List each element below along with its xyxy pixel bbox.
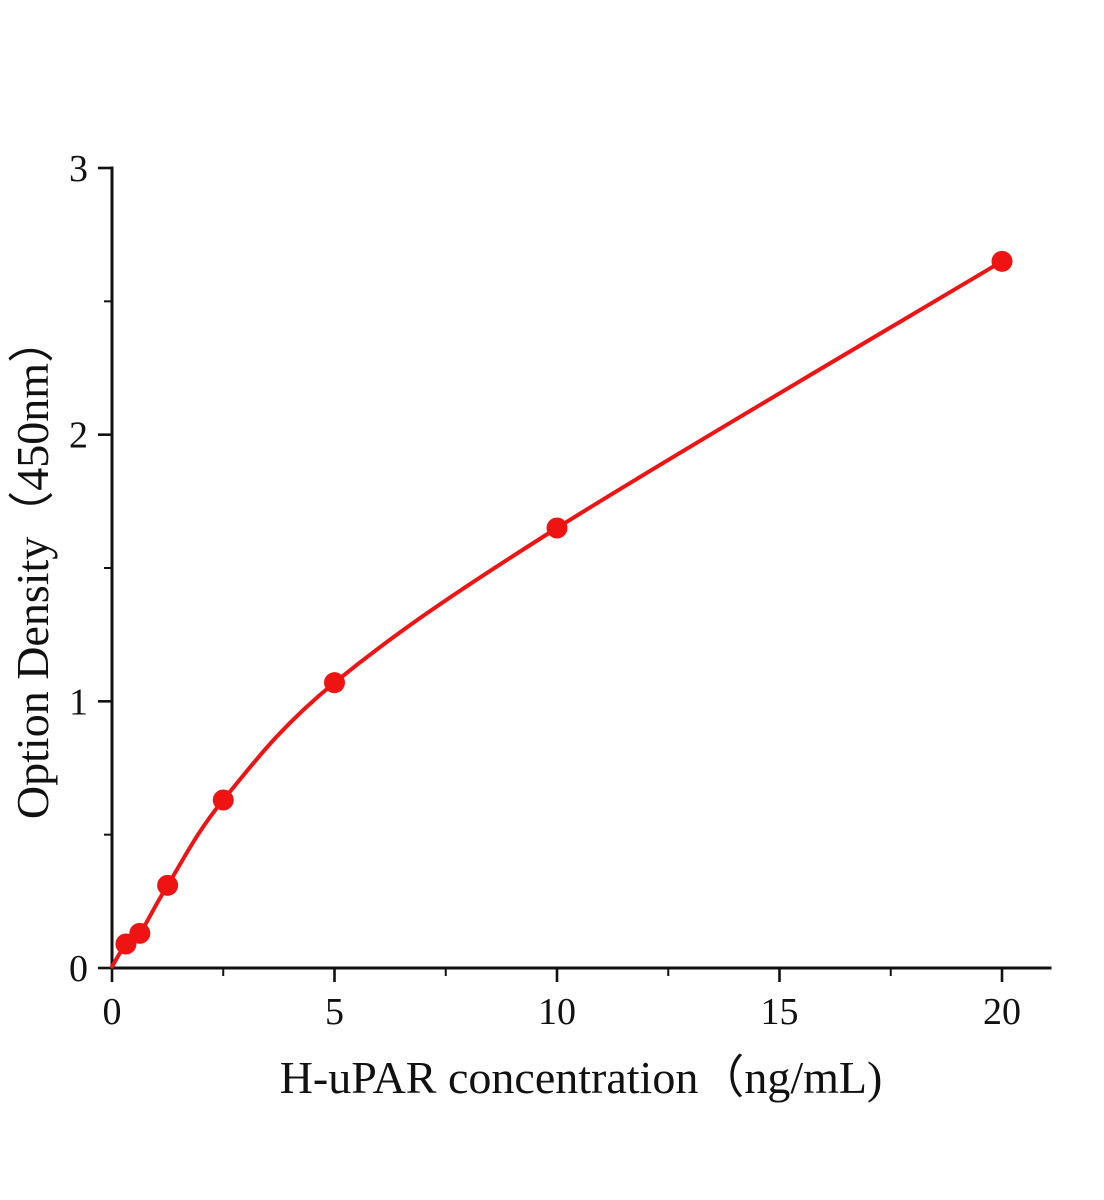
- y-tick-label: 2: [69, 415, 88, 457]
- data-point: [129, 922, 151, 944]
- x-tick-label: 0: [103, 991, 122, 1033]
- x-tick-label: 5: [325, 991, 344, 1033]
- fit-curve: [110, 259, 1004, 969]
- y-tick-label: 0: [69, 948, 88, 990]
- data-point: [324, 672, 345, 694]
- plot-area: 0 5 10 15 20 0 1 2 3: [69, 148, 1052, 1033]
- data-point: [212, 789, 234, 811]
- x-tick-label: 20: [983, 991, 1021, 1033]
- data-point: [546, 517, 568, 539]
- data-point: [157, 874, 179, 896]
- y-axis-title: Option Density（450nm）: [7, 317, 58, 819]
- x-tick-label: 10: [538, 991, 576, 1033]
- x-tick-label: 15: [761, 991, 799, 1033]
- x-axis-title: H-uPAR concentration（ng/mL): [280, 1052, 883, 1103]
- data-point: [991, 250, 1013, 272]
- y-tick-label: 1: [69, 681, 88, 723]
- y-tick-label: 3: [69, 148, 88, 190]
